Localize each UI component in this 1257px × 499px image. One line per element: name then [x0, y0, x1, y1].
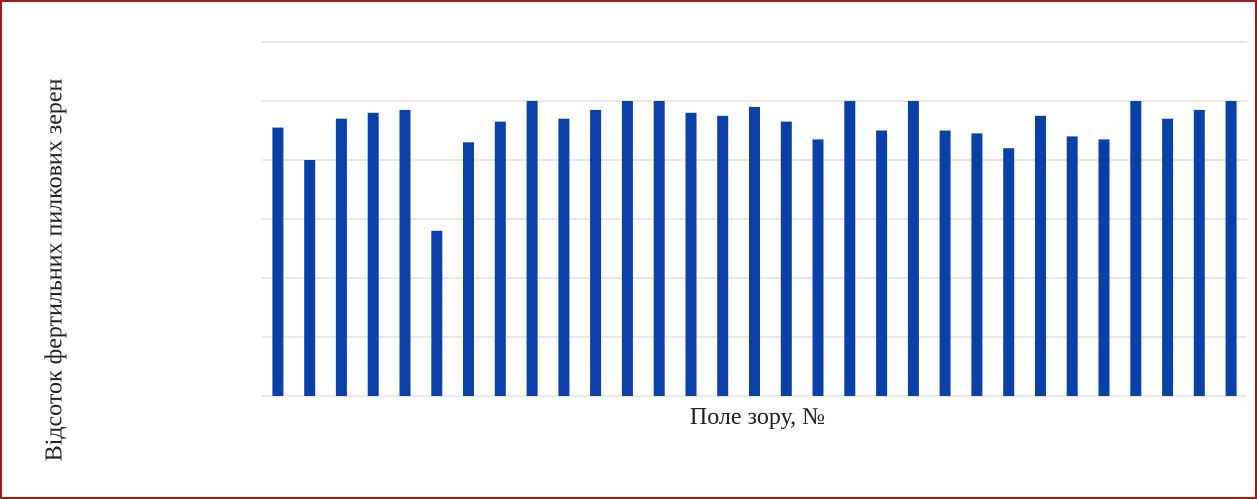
- bar-18: [812, 139, 824, 396]
- y-axis-title-text: Відсоток фертильних пилкових зерен: [41, 78, 68, 462]
- bar-26: [1066, 136, 1078, 396]
- bar-8: [494, 121, 506, 396]
- bar-19: [844, 101, 856, 396]
- bar-29: [1162, 118, 1174, 396]
- bar-1: [272, 127, 284, 396]
- bar-14: [685, 112, 697, 397]
- bar-21: [907, 101, 919, 396]
- bar-11: [590, 109, 602, 397]
- bars: [272, 101, 1237, 397]
- bar-17: [780, 121, 792, 396]
- bar-4: [367, 112, 379, 397]
- bar-6: [431, 230, 443, 396]
- bar-5: [399, 109, 411, 397]
- bar-15: [717, 115, 729, 397]
- bar-16: [749, 106, 760, 397]
- bar-10: [558, 118, 570, 396]
- bar-20: [876, 130, 888, 396]
- bar-23: [971, 133, 983, 396]
- bar-28: [1130, 101, 1142, 396]
- bar-25: [1035, 115, 1046, 397]
- bar-12: [621, 101, 633, 396]
- bar-2: [304, 160, 316, 396]
- bar-7: [463, 142, 474, 396]
- bar-22: [939, 130, 951, 396]
- bar-31: [1225, 101, 1237, 396]
- bar-13: [653, 101, 665, 396]
- y-axis-title: Відсоток фертильних пилкових зерен: [20, 60, 90, 480]
- bar-30: [1193, 109, 1205, 397]
- bar-24: [1003, 148, 1015, 396]
- bar-3: [335, 118, 347, 396]
- bar-9: [526, 101, 538, 396]
- bar-27: [1098, 139, 1110, 396]
- x-axis-title: Поле зору, №: [689, 404, 826, 430]
